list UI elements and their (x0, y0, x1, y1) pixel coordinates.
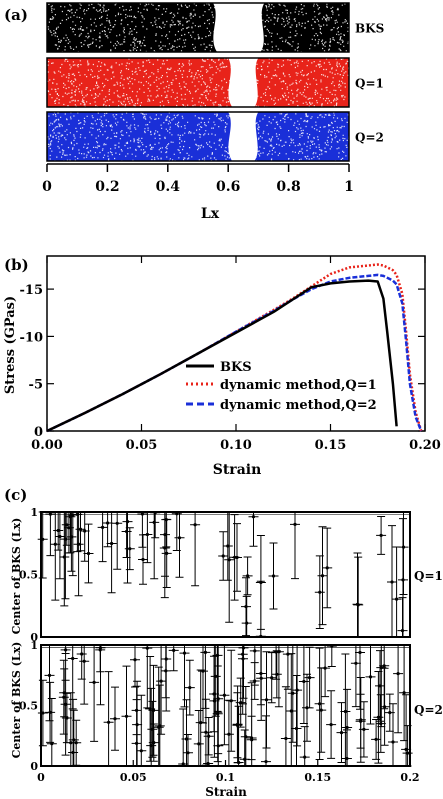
panel-c-ytick-label-1-1: 0.5 (19, 700, 38, 713)
panel-b-xtick-label-4: 0.20 (409, 438, 441, 453)
legend-label-q2: dynamic method,Q=2 (220, 398, 377, 413)
panel-b-ytick-label-3: -15 (20, 283, 44, 298)
panel-c-ytick-label-0-0: 0 (30, 631, 38, 644)
panel-a-xtick-label-4: 0.8 (276, 179, 300, 195)
panel-b-ytick-label-2: -10 (20, 330, 44, 345)
panel-c-ytick-label-1-0: 0 (30, 760, 38, 773)
panel-a-label: (a) (4, 6, 28, 24)
panel-a-xtick-label-2: 0.4 (156, 179, 181, 195)
panel-b-plot: 0.00 0.05 0.10 0.15 0.20 0 -5 -10 -15 (20, 255, 441, 453)
panel-b-xtick-label-1: 0.05 (126, 438, 158, 453)
strip-gap-1 (228, 58, 259, 107)
strip-gap-0 (213, 3, 265, 52)
strip-gap-2 (228, 112, 259, 161)
strip-0 (47, 3, 349, 52)
panel-c-top-ylabel: Center of BKS (Lx) (10, 518, 23, 635)
panel-a-xtick-label-5: 1 (344, 179, 354, 195)
legend-label-q1: dynamic method,Q=1 (220, 378, 377, 393)
panel-b-xlabel: Strain (213, 462, 262, 478)
panel-c-bottom-series-label: Q=2 (414, 703, 443, 717)
panel-c-frame-0 (40, 511, 411, 638)
panel-a-plot: BKS Q=1 Q=2 0 0.2 0.4 0.6 0.8 1 (42, 2, 384, 195)
panel-c-bottom-ylabel: Center of BKS (Lx) (10, 642, 23, 759)
panel-b-series-0 (46, 279, 398, 433)
strip-speckle-1 (47, 58, 351, 109)
panel-c-xtick-label-4: 0.2 (400, 771, 419, 784)
strip-speckle-0 (47, 3, 350, 54)
panel-c-ytick-label-0-1: 0.5 (19, 569, 38, 582)
panel-b-ylabel: Stress (GPas) (3, 296, 18, 394)
panel-c-errorbars-0 (37, 511, 409, 638)
panel-b-xtick-label-3: 0.15 (315, 438, 347, 453)
strip-label-1: Q=1 (355, 77, 384, 91)
strip-frame-0 (46, 2, 350, 53)
panel-c-top-series-label: Q=1 (414, 569, 443, 583)
panel-c-xtick-label-2: 0.1 (216, 771, 235, 784)
panel-b-ytick-label-1: -5 (29, 378, 43, 393)
panel-b-legend: BKS dynamic method,Q=1 dynamic method,Q=… (186, 360, 377, 413)
panel-c-ytick-label-0-2: 1 (30, 506, 38, 519)
strip-frame-1 (46, 57, 350, 108)
panel-c-xtick-label-0: 0 (37, 771, 45, 784)
panel-c-points-1 (41, 644, 410, 766)
panel-a-xlabel: Lx (201, 206, 220, 222)
panel-c-ytick-label-1-2: 1 (30, 639, 38, 652)
panel-c-xtick-label-3: 0.15 (304, 771, 331, 784)
panel-c-xlabel: Strain (205, 785, 247, 799)
panel-c-xtick-label-1: 0.05 (120, 771, 147, 784)
strip-1 (47, 58, 349, 107)
strip-frame-2 (46, 111, 350, 162)
panel-c-label: (c) (4, 486, 27, 504)
strip-label-0: BKS (355, 22, 384, 36)
panel-a-xtick-label-0: 0 (42, 179, 52, 195)
panel-a-xtick-label-3: 0.6 (216, 179, 240, 195)
strip-label-2: Q=2 (355, 131, 384, 145)
strip-2 (47, 112, 349, 161)
panel-a-xtick-label-1: 0.2 (95, 179, 119, 195)
panel-b-ytick-label-0: 0 (34, 425, 43, 440)
panel-b-xtick-label-2: 0.10 (220, 438, 252, 453)
panel-b-label: (b) (4, 256, 29, 274)
legend-label-bks: BKS (220, 360, 252, 375)
strip-speckle-2 (47, 112, 351, 163)
panel-b-xtick-label-0: 0.00 (31, 438, 63, 453)
